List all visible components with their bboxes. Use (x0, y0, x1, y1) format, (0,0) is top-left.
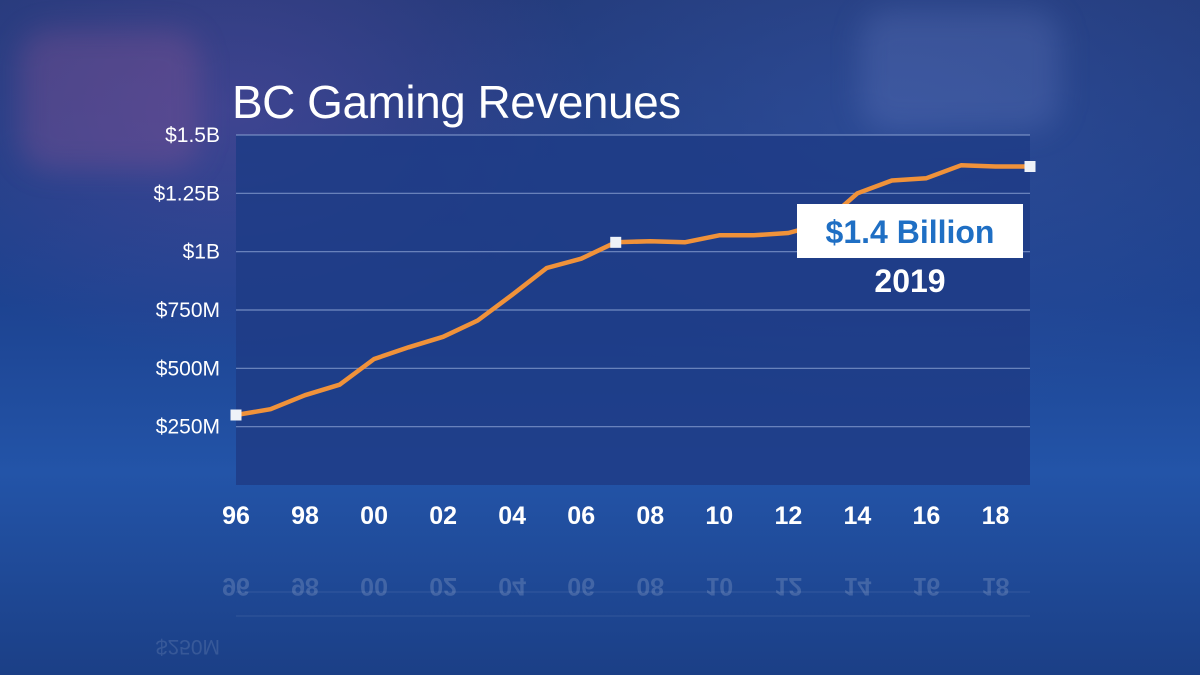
x-tick-label: 06 (567, 502, 595, 530)
x-tick-reflection: 12 (774, 572, 802, 600)
x-tick-reflection-label: 00 (360, 572, 388, 600)
x-tick-reflection-label: 96 (222, 572, 250, 600)
x-tick-reflection: 14 (843, 572, 871, 600)
markers-layer (230, 161, 1036, 421)
y-tick-reflection: $250M (156, 635, 220, 658)
x-tick-reflection-label: 18 (982, 572, 1010, 600)
x-tick-reflection: 04 (498, 572, 526, 600)
x-tick-reflection: 08 (636, 572, 664, 600)
x-tick-reflection-label: 08 (636, 572, 664, 600)
x-tick-reflection: 96 (222, 572, 250, 600)
x-tick-reflection-label: 02 (429, 572, 457, 600)
x-tick-reflection: 16 (913, 572, 941, 600)
x-tick-label: 00 (360, 502, 388, 530)
y-tick-label: $1.25B (153, 182, 220, 205)
floor-reflection: 96 98 00 02 04 06 08 10 12 14 16 18 $250M (156, 572, 1030, 658)
x-tick-reflection-label: 12 (774, 572, 802, 600)
revenue-line (233, 163, 1033, 418)
x-tick-label: 04 (498, 502, 526, 530)
x-tick-label: 14 (843, 502, 871, 530)
x-tick-reflection-label: 98 (291, 572, 319, 600)
x-tick-reflection: 10 (705, 572, 733, 600)
x-tick-label: 08 (636, 502, 664, 530)
x-tick-reflection-label: 14 (843, 572, 871, 600)
y-axis-ticks: $250M $500M $750M $1B $1.25B $1.5B (153, 124, 220, 439)
annotation-callout: $1.4 Billion 2019 (797, 204, 1023, 299)
x-tick-label: 10 (705, 502, 733, 530)
y-tick-reflection-label: $250M (156, 635, 220, 658)
x-tick-reflection: 06 (567, 572, 595, 600)
data-point-marker (610, 236, 622, 248)
data-point-marker (230, 409, 242, 421)
y-tick-label: $1B (183, 241, 220, 264)
x-tick-label: 16 (913, 502, 941, 530)
x-tick-reflection-label: 06 (567, 572, 595, 600)
chart-title: BC Gaming Revenues (232, 76, 681, 128)
x-tick-reflection: 00 (360, 572, 388, 600)
background-glow-left (20, 30, 200, 170)
x-tick-reflection-label: 16 (913, 572, 941, 600)
y-tick-label: $500M (156, 357, 220, 380)
callout-box (797, 204, 1023, 258)
data-point-marker (1024, 161, 1036, 172)
callout-year: 2019 (874, 263, 945, 299)
y-tick-label: $750M (156, 299, 220, 322)
x-tick-label: 96 (222, 502, 250, 530)
series-layer (233, 163, 1033, 418)
x-tick-label: 12 (774, 502, 802, 530)
x-tick-reflection-label: 10 (705, 572, 733, 600)
x-tick-label: 18 (982, 502, 1010, 530)
x-tick-label: 98 (291, 502, 319, 530)
x-tick-label: 02 (429, 502, 457, 530)
y-tick-label: $250M (156, 416, 220, 439)
background-glow-right (860, 10, 1060, 130)
x-tick-reflection: 02 (429, 572, 457, 600)
x-axis-ticks: 96 98 00 02 04 06 08 10 12 14 16 18 (222, 502, 1009, 530)
x-tick-reflection: 98 (291, 572, 319, 600)
x-tick-reflection-label: 04 (498, 572, 526, 600)
x-tick-reflection: 18 (982, 572, 1010, 600)
y-tick-label: $1.5B (165, 124, 220, 147)
callout-value: $1.4 Billion (826, 214, 995, 250)
